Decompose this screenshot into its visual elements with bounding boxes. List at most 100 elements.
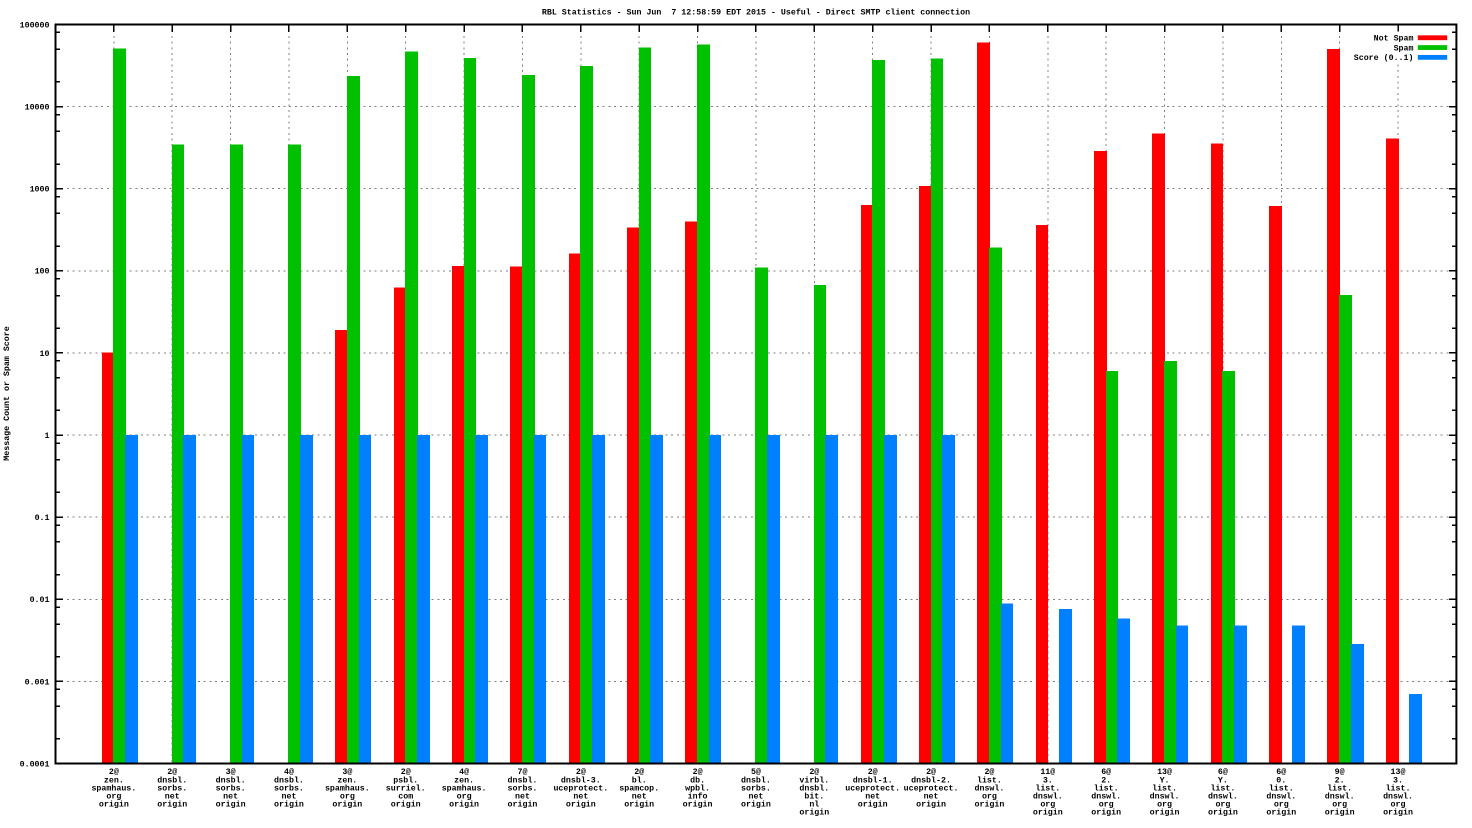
svg-text:db.: db. bbox=[690, 775, 705, 785]
svg-text:dnswl.: dnswl. bbox=[1383, 792, 1413, 802]
svg-text:6@: 6@ bbox=[1218, 767, 1228, 777]
svg-text:dnsbl-1.: dnsbl-1. bbox=[853, 775, 893, 785]
svg-text:list.: list. bbox=[1327, 783, 1352, 793]
svg-text:sorbs.: sorbs. bbox=[274, 783, 304, 793]
svg-text:list.: list. bbox=[1152, 783, 1177, 793]
svg-text:100: 100 bbox=[35, 268, 50, 277]
svg-text:0.: 0. bbox=[1276, 776, 1286, 785]
svg-text:wpbl.: wpbl. bbox=[685, 783, 710, 793]
svg-text:origin: origin bbox=[99, 800, 129, 810]
svg-text:dnsbl.: dnsbl. bbox=[741, 775, 771, 785]
svg-text:list.: list. bbox=[1035, 783, 1060, 793]
svg-text:dnsbl.: dnsbl. bbox=[157, 775, 187, 785]
svg-text:0.1: 0.1 bbox=[35, 514, 50, 523]
svg-text:org: org bbox=[106, 793, 121, 802]
svg-text:psbl.: psbl. bbox=[393, 775, 418, 785]
svg-text:origin: origin bbox=[1266, 808, 1296, 818]
svg-text:0.0001: 0.0001 bbox=[20, 760, 50, 769]
svg-text:13@: 13@ bbox=[1157, 767, 1172, 777]
svg-text:net: net bbox=[223, 793, 238, 802]
svg-text:list.: list. bbox=[1386, 783, 1411, 793]
svg-text:origin: origin bbox=[274, 800, 304, 810]
svg-text:dnsbl-3.: dnsbl-3. bbox=[561, 775, 601, 785]
svg-text:surriel.: surriel. bbox=[386, 783, 426, 793]
svg-text:sorbs.: sorbs. bbox=[508, 783, 538, 793]
svg-text:dnswl.: dnswl. bbox=[1150, 792, 1180, 802]
svg-text:org: org bbox=[1040, 801, 1055, 810]
svg-text:origin: origin bbox=[566, 800, 596, 810]
svg-text:dnsbl.: dnsbl. bbox=[274, 775, 304, 785]
svg-text:bit.: bit. bbox=[804, 792, 824, 802]
svg-text:dnswl.: dnswl. bbox=[1208, 792, 1238, 802]
svg-text:spamcop.: spamcop. bbox=[619, 784, 659, 793]
svg-text:dnswl.: dnswl. bbox=[1325, 792, 1355, 802]
svg-text:2@: 2@ bbox=[926, 767, 936, 777]
svg-text:net: net bbox=[573, 793, 588, 802]
svg-text:2@: 2@ bbox=[576, 767, 586, 777]
svg-text:uceprotect.: uceprotect. bbox=[553, 784, 608, 793]
svg-text:dnsbl-2.: dnsbl-2. bbox=[911, 775, 951, 785]
svg-text:zen.: zen. bbox=[454, 776, 474, 785]
svg-text:4@: 4@ bbox=[284, 767, 294, 777]
svg-text:origin: origin bbox=[332, 800, 362, 810]
svg-text:org: org bbox=[1215, 801, 1230, 810]
svg-text:net: net bbox=[748, 793, 763, 802]
svg-text:1000: 1000 bbox=[30, 186, 50, 195]
svg-text:origin: origin bbox=[624, 800, 654, 810]
svg-text:origin: origin bbox=[799, 808, 829, 818]
svg-text:dnsbl.: dnsbl. bbox=[216, 775, 246, 785]
svg-text:org: org bbox=[1332, 801, 1347, 810]
svg-text:6@: 6@ bbox=[1276, 767, 1286, 777]
svg-text:org: org bbox=[457, 793, 472, 802]
svg-text:uceprotect.: uceprotect. bbox=[904, 784, 959, 793]
svg-text:4@: 4@ bbox=[459, 767, 469, 777]
svg-text:org: org bbox=[982, 793, 997, 802]
svg-text:dnswl.: dnswl. bbox=[1033, 792, 1063, 802]
svg-text:list.: list. bbox=[977, 775, 1002, 785]
svg-text:100000: 100000 bbox=[20, 21, 50, 30]
svg-text:2@: 2@ bbox=[109, 767, 119, 777]
svg-text:spamhaus.: spamhaus. bbox=[91, 783, 136, 793]
svg-text:origin: origin bbox=[391, 800, 421, 810]
svg-text:zen.: zen. bbox=[104, 776, 124, 785]
svg-text:2@: 2@ bbox=[693, 767, 703, 777]
svg-text:net: net bbox=[282, 793, 297, 802]
svg-text:2.: 2. bbox=[1335, 776, 1345, 785]
svg-text:list.: list. bbox=[1269, 783, 1294, 793]
svg-text:org: org bbox=[1391, 801, 1406, 810]
svg-text:Not Spam: Not Spam bbox=[1374, 34, 1414, 43]
svg-text:sorbs.: sorbs. bbox=[157, 783, 187, 793]
svg-text:1: 1 bbox=[45, 432, 50, 441]
svg-text:nl: nl bbox=[809, 800, 819, 810]
svg-text:Spam: Spam bbox=[1394, 44, 1414, 53]
svg-text:net: net bbox=[515, 793, 530, 802]
svg-text:0.001: 0.001 bbox=[25, 678, 50, 687]
svg-text:Y.: Y. bbox=[1160, 776, 1170, 785]
svg-text:origin: origin bbox=[1208, 808, 1238, 818]
svg-text:3@: 3@ bbox=[342, 767, 352, 777]
svg-text:spamhaus.: spamhaus. bbox=[325, 783, 370, 793]
svg-text:2@: 2@ bbox=[984, 767, 994, 777]
svg-text:origin: origin bbox=[1150, 808, 1180, 818]
svg-text:origin: origin bbox=[1033, 808, 1063, 818]
svg-text:13@: 13@ bbox=[1391, 767, 1406, 777]
svg-text:origin: origin bbox=[1325, 808, 1355, 818]
svg-text:dnswl.: dnswl. bbox=[974, 783, 1004, 793]
svg-text:origin: origin bbox=[1091, 808, 1121, 818]
svg-text:RBL Statistics - Sun Jun 7 12: RBL Statistics - Sun Jun 7 12:58:59 EDT … bbox=[542, 8, 970, 18]
svg-text:dnswl.: dnswl. bbox=[1091, 792, 1121, 802]
svg-text:sorbs.: sorbs. bbox=[741, 783, 771, 793]
svg-text:origin: origin bbox=[157, 800, 187, 810]
svg-text:origin: origin bbox=[449, 800, 479, 810]
svg-text:2@: 2@ bbox=[634, 767, 644, 777]
svg-text:net: net bbox=[165, 793, 180, 802]
svg-text:2@: 2@ bbox=[167, 767, 177, 777]
svg-text:origin: origin bbox=[858, 800, 888, 810]
svg-text:2@: 2@ bbox=[868, 767, 878, 777]
svg-text:origin: origin bbox=[683, 800, 713, 810]
svg-text:bl.: bl. bbox=[632, 775, 647, 785]
svg-text:net: net bbox=[632, 793, 647, 802]
svg-text:Y.: Y. bbox=[1218, 776, 1228, 785]
svg-text:5@: 5@ bbox=[751, 767, 761, 777]
svg-text:3@: 3@ bbox=[226, 767, 236, 777]
